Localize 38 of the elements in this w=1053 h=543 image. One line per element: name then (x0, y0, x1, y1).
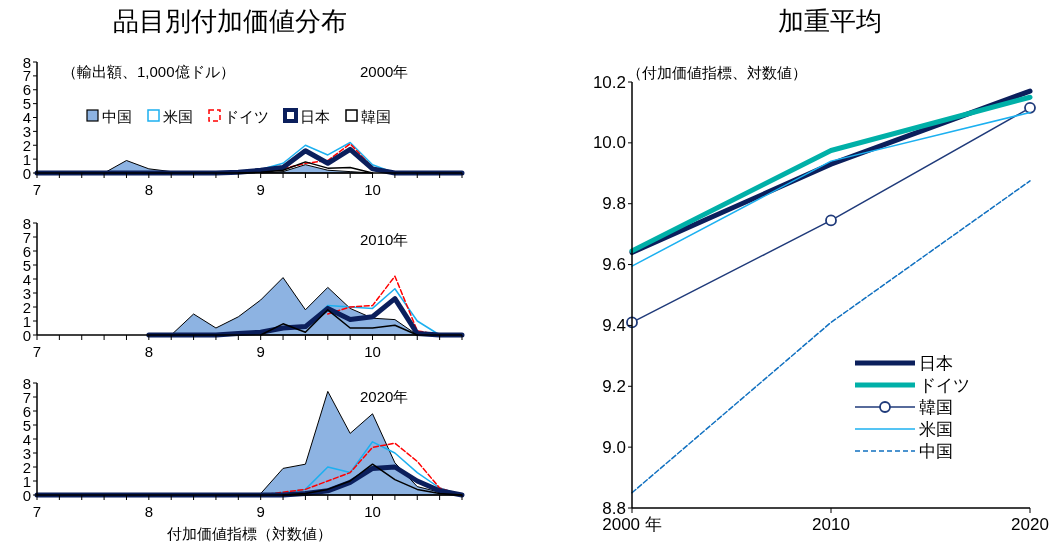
x-tick-label: 10 (364, 181, 381, 198)
legend-label: ドイツ (919, 375, 970, 395)
chart-title: 品目別付加価値分布 (113, 6, 347, 36)
y-tick-label: 9.8 (602, 194, 626, 214)
x-tick-label: 8 (144, 503, 154, 520)
annotation: 2020年 (360, 388, 409, 405)
y-tick-label: 10.2 (592, 72, 626, 92)
x-tick-label: 8 (144, 343, 154, 360)
legend-label: 韓国 (919, 397, 953, 417)
y-tick-label: 9.4 (602, 315, 626, 335)
x-axis-title: 付加価値指標（対数値） (166, 525, 332, 542)
x-tick-label: 9 (256, 343, 265, 360)
x-tick-label: 2020 (1011, 515, 1049, 534)
x-tick-label: 8 (144, 181, 154, 198)
annotation: 2010年 (360, 231, 409, 248)
y-tick-label: 9.0 (602, 437, 626, 457)
legend-label: ドイツ (224, 107, 269, 125)
x-tick-label: 9 (256, 181, 265, 198)
annotation: （輸出額、1,000億ドル） (62, 63, 235, 80)
y-tick-label: 9.2 (602, 376, 626, 396)
x-tick-label: 2000 年 (602, 515, 662, 534)
legend-label: 米国 (163, 107, 193, 125)
text: （付加価値指標、対数値） (627, 64, 807, 81)
legend-label: 中国 (919, 441, 953, 461)
legend-label: 日本 (919, 353, 953, 373)
annotation: 2000年 (360, 63, 409, 80)
legend-label: 日本 (300, 107, 330, 125)
y-tick-label: 8.8 (602, 498, 626, 518)
x-tick-label: 2010 (812, 515, 850, 534)
legend-label: 米国 (919, 419, 953, 439)
y-tick-label: 10.0 (592, 133, 626, 153)
y-tick-label: 9.6 (602, 255, 626, 275)
x-tick-label: 10 (364, 343, 381, 360)
chart-title: 加重平均 (778, 6, 882, 36)
x-tick-label: 10 (364, 503, 381, 520)
x-tick-label: 9 (256, 503, 265, 520)
legend-label: 韓国 (361, 107, 391, 125)
legend-label: 中国 (102, 107, 132, 125)
